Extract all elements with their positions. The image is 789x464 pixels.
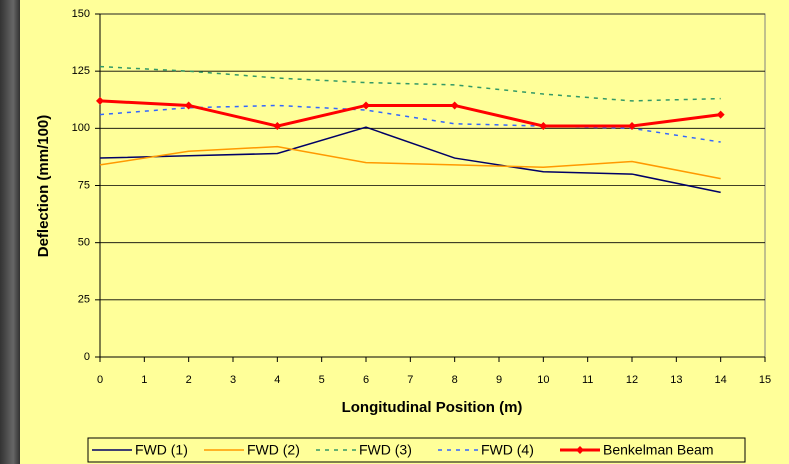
legend-label: Benkelman Beam bbox=[603, 442, 714, 458]
series-line bbox=[99, 145, 721, 180]
marker bbox=[716, 110, 725, 119]
y-axis-title: Deflection (mm/100) bbox=[35, 115, 52, 258]
marker bbox=[96, 96, 104, 105]
x-tick-label: 0 bbox=[97, 374, 103, 386]
marker bbox=[628, 122, 636, 131]
x-tick-label: 6 bbox=[363, 374, 369, 386]
x-tick-label: 3 bbox=[230, 374, 236, 386]
legend-marker bbox=[576, 446, 584, 454]
marker bbox=[362, 101, 370, 110]
x-tick-label: 9 bbox=[496, 374, 502, 386]
photo-strip bbox=[0, 0, 22, 464]
x-tick-label: 12 bbox=[626, 374, 638, 386]
y-tick-label: 100 bbox=[72, 122, 90, 134]
marker bbox=[450, 101, 459, 110]
x-tick-label: 8 bbox=[452, 374, 458, 386]
y-tick-label: 125 bbox=[72, 65, 90, 77]
x-tick-label: 2 bbox=[186, 374, 192, 386]
x-axis-title: Longitudinal Position (m) bbox=[342, 399, 523, 416]
x-tick-label: 15 bbox=[759, 374, 771, 386]
x-tick-label: 4 bbox=[274, 374, 280, 386]
x-tick-label: 14 bbox=[715, 374, 727, 386]
x-tick-label: 11 bbox=[582, 374, 593, 386]
x-tick-label: 10 bbox=[537, 374, 549, 386]
marker bbox=[273, 122, 282, 131]
legend-label: FWD (2) bbox=[247, 442, 300, 458]
legend-label: FWD (3) bbox=[359, 442, 412, 458]
y-tick-label: 0 bbox=[84, 351, 90, 363]
legend-label: FWD (1) bbox=[135, 442, 188, 458]
legend-label: FWD (4) bbox=[481, 442, 534, 458]
series-line bbox=[99, 99, 721, 128]
y-tick-label: 150 bbox=[72, 8, 90, 20]
x-tick-label: 13 bbox=[670, 374, 682, 386]
x-tick-label: 5 bbox=[319, 374, 325, 386]
y-tick-label: 25 bbox=[78, 294, 90, 306]
marker bbox=[539, 122, 548, 131]
series-line bbox=[99, 126, 721, 194]
x-tick-label: 7 bbox=[407, 374, 413, 386]
y-tick-label: 50 bbox=[78, 237, 90, 249]
legend bbox=[87, 437, 746, 463]
marker bbox=[184, 101, 193, 110]
y-tick-label: 75 bbox=[78, 179, 90, 191]
x-tick-label: 1 bbox=[141, 374, 147, 386]
